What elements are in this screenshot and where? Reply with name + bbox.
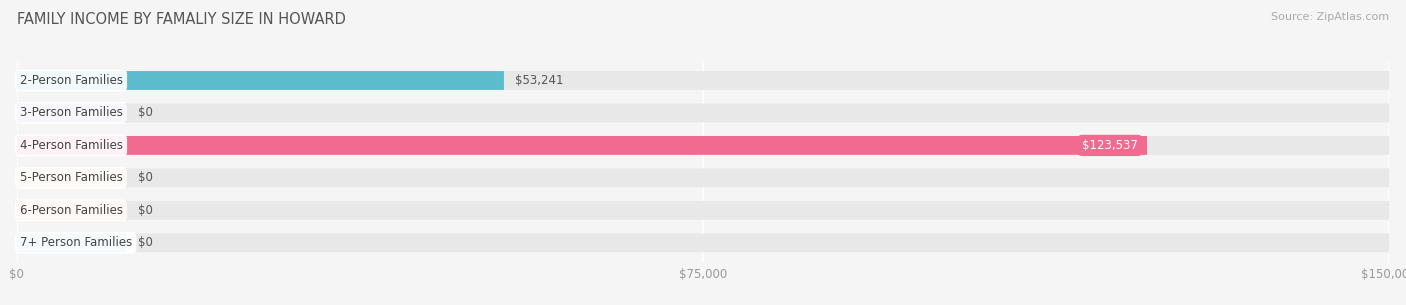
Text: 5-Person Families: 5-Person Families	[20, 171, 122, 185]
Text: 3-Person Families: 3-Person Families	[20, 106, 122, 120]
Text: $0: $0	[138, 236, 152, 249]
Text: $53,241: $53,241	[515, 74, 564, 87]
Text: 2-Person Families: 2-Person Families	[20, 74, 122, 87]
Text: Source: ZipAtlas.com: Source: ZipAtlas.com	[1271, 12, 1389, 22]
Text: $0: $0	[138, 204, 152, 217]
FancyBboxPatch shape	[17, 168, 1389, 187]
FancyBboxPatch shape	[17, 201, 1389, 220]
Text: $0: $0	[138, 106, 152, 120]
FancyBboxPatch shape	[17, 168, 127, 187]
FancyBboxPatch shape	[17, 103, 1389, 122]
FancyBboxPatch shape	[17, 71, 503, 90]
Text: 7+ Person Families: 7+ Person Families	[20, 236, 132, 249]
Text: FAMILY INCOME BY FAMALIY SIZE IN HOWARD: FAMILY INCOME BY FAMALIY SIZE IN HOWARD	[17, 12, 346, 27]
FancyBboxPatch shape	[17, 233, 1389, 252]
FancyBboxPatch shape	[17, 103, 127, 122]
FancyBboxPatch shape	[17, 136, 1389, 155]
FancyBboxPatch shape	[17, 71, 1389, 90]
FancyBboxPatch shape	[17, 136, 1147, 155]
Text: $0: $0	[138, 171, 152, 185]
FancyBboxPatch shape	[17, 233, 127, 252]
Text: $123,537: $123,537	[1083, 139, 1137, 152]
Text: 6-Person Families: 6-Person Families	[20, 204, 122, 217]
Text: 4-Person Families: 4-Person Families	[20, 139, 122, 152]
FancyBboxPatch shape	[17, 201, 127, 220]
